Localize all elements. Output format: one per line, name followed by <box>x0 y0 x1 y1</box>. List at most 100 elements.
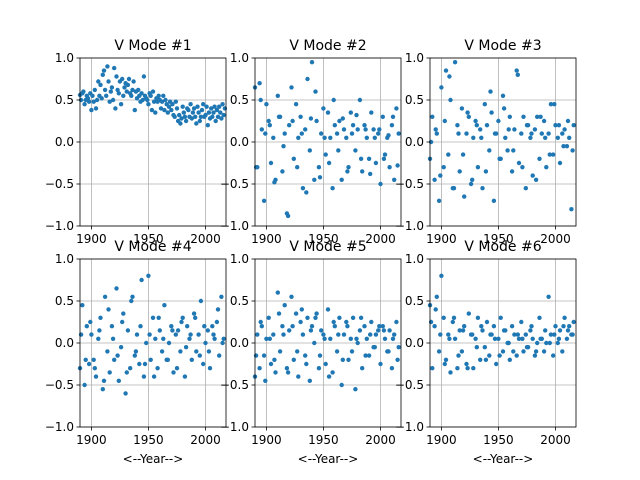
data-point <box>312 340 317 346</box>
data-point <box>88 319 93 325</box>
data-point <box>480 328 485 333</box>
data-point <box>205 123 210 128</box>
data-point <box>174 106 180 111</box>
data-point <box>173 99 178 104</box>
data-point <box>355 340 360 346</box>
data-point <box>551 152 556 157</box>
data-point <box>89 107 94 113</box>
data-point <box>538 336 543 341</box>
data-point <box>203 340 208 346</box>
data-point <box>151 374 157 379</box>
data-point <box>220 102 225 107</box>
data-point <box>562 315 567 320</box>
data-point <box>497 156 502 161</box>
data-point <box>132 353 137 358</box>
data-point <box>159 99 165 104</box>
subplot-title: V Mode #6 <box>464 239 541 255</box>
data-point <box>125 328 131 333</box>
data-point <box>459 349 465 354</box>
data-point <box>494 361 499 367</box>
data-point <box>328 135 333 140</box>
data-point <box>222 106 228 111</box>
x-tick-label: 1950 <box>483 232 514 246</box>
data-point <box>113 106 118 111</box>
data-point <box>321 332 326 337</box>
data-point <box>551 353 556 358</box>
data-point <box>131 79 136 84</box>
data-point <box>340 116 345 121</box>
data-point <box>519 131 524 136</box>
data-point <box>196 110 201 115</box>
data-point <box>358 315 364 320</box>
data-point <box>219 294 224 299</box>
data-point <box>319 131 324 136</box>
data-point <box>221 112 226 118</box>
data-point <box>272 180 277 185</box>
data-point <box>285 370 291 375</box>
data-point <box>396 131 401 136</box>
data-point <box>82 102 87 107</box>
scatter-points <box>427 273 576 375</box>
subplot-title: V Mode #1 <box>114 38 191 54</box>
data-point <box>207 366 213 371</box>
data-point <box>309 60 315 65</box>
data-point <box>155 366 160 371</box>
data-point <box>273 370 278 375</box>
data-point <box>91 357 96 362</box>
y-tick-label: −0.5 <box>395 378 424 392</box>
data-point <box>122 85 127 90</box>
data-point <box>479 324 484 329</box>
data-point <box>496 336 501 341</box>
data-point <box>309 324 315 329</box>
data-point <box>107 99 112 104</box>
data-point <box>520 336 525 341</box>
y-tick-label: −1.0 <box>220 420 249 434</box>
data-point <box>547 340 552 346</box>
data-point <box>80 303 85 308</box>
data-point <box>186 107 191 113</box>
data-point <box>511 349 516 354</box>
data-point <box>514 353 519 358</box>
data-point <box>380 114 385 120</box>
data-point <box>346 165 351 170</box>
data-point <box>141 374 147 379</box>
data-point <box>436 349 442 354</box>
data-point <box>337 118 342 124</box>
data-point <box>161 336 166 341</box>
data-point <box>395 163 400 168</box>
data-point <box>505 148 510 153</box>
subplot-2: 1900 1950 2000 −1.0 −0.5 0.0 0.5 1.0 V Mode #2 <box>220 38 402 246</box>
y-tick-label: −1.0 <box>395 420 424 434</box>
data-point <box>93 374 99 379</box>
data-point <box>271 332 276 337</box>
data-point <box>191 311 197 316</box>
data-point <box>295 165 300 170</box>
y-tick-label: −0.5 <box>220 378 249 392</box>
data-point <box>298 114 303 120</box>
data-point <box>387 328 392 333</box>
data-point <box>112 65 117 71</box>
data-point <box>277 349 283 354</box>
data-point <box>150 315 156 320</box>
data-point <box>218 110 223 115</box>
data-point <box>322 336 327 341</box>
data-point <box>182 374 188 379</box>
data-point <box>521 349 526 354</box>
data-point <box>259 324 264 329</box>
data-point <box>259 127 264 132</box>
data-point <box>371 127 376 132</box>
data-point <box>148 357 153 362</box>
data-point <box>372 345 377 350</box>
data-point <box>349 131 355 136</box>
data-point <box>537 315 542 320</box>
data-point <box>140 97 145 103</box>
data-point <box>470 177 475 182</box>
data-point <box>194 121 199 126</box>
data-point <box>561 324 566 329</box>
data-point <box>98 82 103 88</box>
data-point <box>139 277 144 283</box>
x-tick-label: 1900 <box>251 232 282 246</box>
data-point <box>462 324 467 329</box>
x-axis-label: <--Year--> <box>473 452 534 466</box>
data-point <box>159 349 165 354</box>
